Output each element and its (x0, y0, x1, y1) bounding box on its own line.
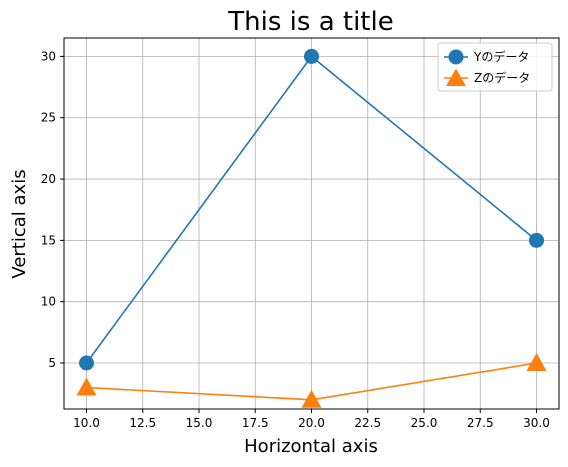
chart-title: This is a title (227, 7, 393, 37)
legend-label-y: Yのデータ (473, 49, 529, 64)
gridlines (64, 38, 559, 409)
x-tick-label: 10.0 (73, 416, 100, 430)
y-tick-label: 20 (41, 172, 56, 186)
data-point (304, 48, 319, 64)
data-point (79, 355, 94, 371)
legend-marker-y (448, 49, 464, 65)
x-tick-label: 20.0 (298, 416, 325, 430)
x-axis: 10.0 12.5 15.0 17.5 20.0 22.5 25.0 27.5 30.0 (73, 409, 550, 430)
data-point (529, 232, 544, 248)
y-tick-label: 25 (41, 111, 56, 125)
data-point (301, 389, 322, 408)
x-tick-label: 27.5 (467, 416, 494, 430)
y-tick-label: 30 (41, 49, 56, 63)
legend-label-z: Zのデータ (474, 70, 530, 85)
series-1 (76, 353, 547, 408)
y-tick-label: 15 (41, 233, 56, 247)
y-axis-label: Vertical axis (9, 169, 30, 278)
x-tick-label: 15.0 (186, 416, 213, 430)
data-point (526, 353, 547, 372)
x-tick-label: 22.5 (354, 416, 381, 430)
series-0 (79, 48, 544, 371)
legend-box (437, 42, 553, 92)
y-axis: 5 10 15 20 25 30 (41, 49, 64, 370)
x-tick-label: 17.5 (242, 416, 269, 430)
x-tick-label: 25.0 (411, 416, 438, 430)
series-layer (76, 48, 547, 408)
x-tick-label: 12.5 (129, 416, 156, 430)
y-tick-label: 10 (41, 295, 56, 309)
legend-marker-z (446, 68, 466, 86)
legend: Yのデータ Zのデータ (437, 42, 553, 92)
x-tick-label: 30.0 (523, 416, 550, 430)
y-tick-label: 5 (48, 356, 56, 370)
data-point (76, 377, 97, 396)
x-axis-label: Horizontal axis (244, 436, 378, 457)
